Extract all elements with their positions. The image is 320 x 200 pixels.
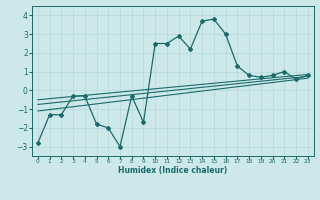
X-axis label: Humidex (Indice chaleur): Humidex (Indice chaleur) [118,166,228,175]
